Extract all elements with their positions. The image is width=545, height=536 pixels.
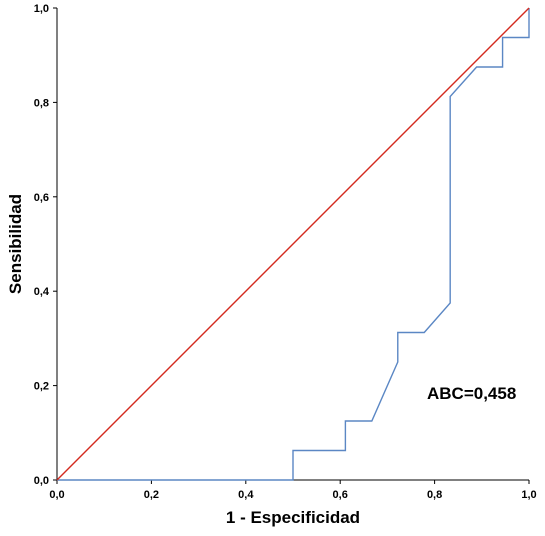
x-tick-label: 0,0 — [49, 489, 64, 501]
x-tick-label: 0,2 — [144, 489, 159, 501]
y-tick-label: 1,0 — [34, 3, 49, 15]
x-tick-label: 1,0 — [521, 489, 536, 501]
x-tick-label: 0,4 — [238, 489, 254, 501]
reference-diagonal — [56, 7, 530, 481]
y-tick-label: 0,0 — [34, 475, 49, 487]
series-lines — [56, 7, 530, 481]
y-tick-label: 0,6 — [34, 192, 49, 204]
auc-annotation: ABC=0,458 — [427, 384, 516, 403]
y-axis-title: Sensibilidad — [6, 194, 25, 294]
y-tick-label: 0,2 — [34, 381, 49, 393]
x-tick-label: 0,8 — [427, 489, 442, 501]
y-tick-label: 0,8 — [34, 97, 49, 109]
x-tick-label: 0,6 — [333, 489, 348, 501]
tick-labels: 0,0 0,2 0,4 0,6 0,8 1,0 0,0 0,2 0,4 0,6 0,8 1,0 — [34, 3, 537, 501]
roc-curve — [57, 8, 530, 481]
x-axis-title: 1 - Especificidad — [226, 508, 360, 527]
y-tick-label: 0,4 — [34, 286, 50, 298]
